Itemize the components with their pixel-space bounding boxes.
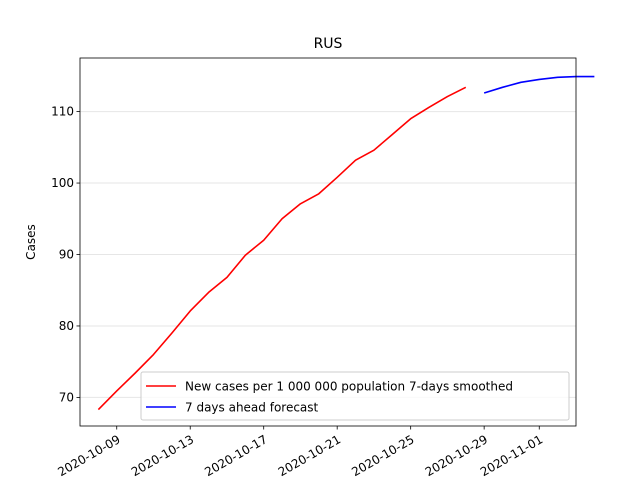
y-tick-label: 90 bbox=[59, 248, 74, 262]
y-tick-label: 110 bbox=[51, 105, 74, 119]
series-lines bbox=[97, 75, 595, 411]
x-tick-label: 2020-10-25 bbox=[349, 432, 416, 479]
x-tick-label: 2020-10-17 bbox=[202, 432, 269, 479]
x-tick-label: 2020-11-01 bbox=[478, 432, 545, 479]
y-tick-label: 80 bbox=[59, 319, 74, 333]
series-line-2 bbox=[483, 75, 595, 94]
plot-area-frame bbox=[79, 57, 577, 427]
x-tick-label: 2020-10-21 bbox=[276, 432, 343, 479]
legend-label: New cases per 1 000 000 population 7-day… bbox=[185, 380, 513, 394]
y-tick-label: 70 bbox=[59, 390, 74, 404]
x-axis-ticks: 2020-10-09 2020-10-13 2020-10-17 2020-10-21… bbox=[55, 426, 545, 479]
legend-label: 7 days ahead forecast bbox=[185, 401, 319, 415]
y-tick-label: 100 bbox=[51, 176, 74, 190]
y-axis-ticks: 70 80 90 100 110 bbox=[51, 105, 80, 404]
x-tick-label: 2020-10-13 bbox=[129, 432, 196, 479]
legend-box bbox=[140, 371, 570, 421]
series-line-1 bbox=[97, 86, 467, 411]
legend: New cases per 1 000 000 population 7-day… bbox=[140, 371, 570, 421]
x-tick-label: 2020-10-09 bbox=[55, 432, 122, 479]
y-axis-label: Cases bbox=[24, 224, 38, 260]
chart-title: RUS bbox=[314, 36, 343, 52]
